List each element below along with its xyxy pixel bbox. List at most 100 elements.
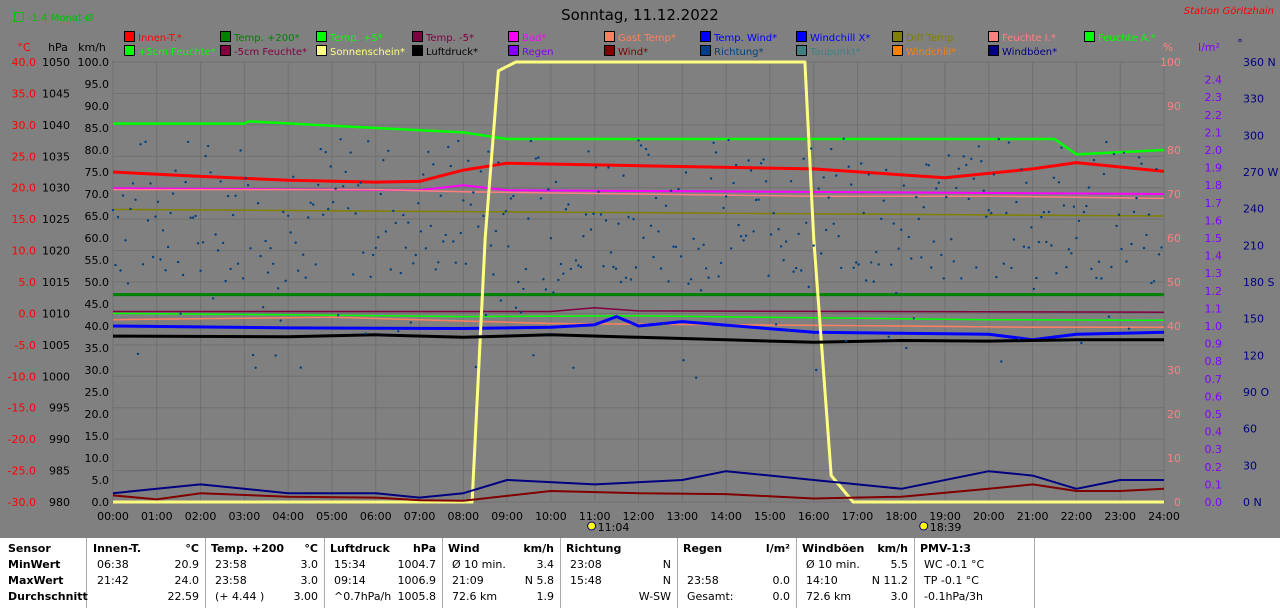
- direction-point: [564, 208, 568, 211]
- direction-point: [652, 255, 655, 259]
- temp-tick: 20.0: [12, 182, 37, 195]
- direction-point: [1137, 156, 1141, 159]
- direction-point: [512, 194, 515, 198]
- legend-swatch: [316, 45, 327, 56]
- time-tick: 14:00: [710, 510, 742, 523]
- direction-point: [134, 198, 137, 201]
- direction-point: [722, 206, 725, 210]
- direction-point: [1075, 236, 1078, 240]
- direction-point: [677, 187, 680, 191]
- chart-title: Sonntag, 11.12.2022: [561, 6, 719, 24]
- stats-column-title: Temp. +200: [211, 542, 285, 555]
- stats-cell-value: 1005.8: [397, 590, 437, 603]
- stats-cell-time: 21:09: [452, 574, 484, 587]
- series-luftdruck-: [112, 333, 1164, 344]
- direction-point: [372, 253, 375, 257]
- direction-point: [1117, 213, 1121, 216]
- time-tick: 23:00: [1104, 510, 1136, 523]
- direction-point: [484, 313, 488, 317]
- direction-point: [847, 165, 850, 168]
- direction-point: [855, 261, 858, 264]
- checkbox-icon[interactable]: [14, 12, 24, 22]
- direction-point: [219, 180, 222, 183]
- direction-tick: 120: [1243, 349, 1264, 362]
- direction-tick: 210: [1243, 239, 1264, 252]
- direction-point: [559, 262, 563, 266]
- direction-point: [667, 280, 670, 283]
- direction-point: [364, 332, 367, 335]
- stats-column: Temp. +200 °C 23:58 3.0 23:58 3.0 (+ 4.44 ) 3.0…: [205, 538, 325, 608]
- direction-point: [399, 271, 402, 275]
- direction-point: [557, 278, 560, 282]
- direction-point: [1127, 327, 1131, 330]
- direction-point: [146, 219, 150, 222]
- direction-point: [1015, 200, 1018, 204]
- direction-point: [629, 278, 633, 281]
- direction-point: [757, 198, 760, 201]
- legend-swatch: [124, 45, 135, 56]
- direction-point: [377, 236, 380, 239]
- direction-point: [709, 177, 713, 180]
- direction-point: [714, 151, 718, 154]
- direction-point: [1120, 247, 1123, 251]
- direction-point: [810, 147, 813, 150]
- stats-cell-time: 72.6 km: [806, 590, 852, 603]
- speed-tick: 90.0: [85, 100, 110, 113]
- time-tick: 17:00: [842, 510, 874, 523]
- speed-tick: 55.0: [85, 254, 110, 267]
- direction-point: [439, 194, 442, 197]
- monthly-average-label: -1.4 Monat-Ø: [28, 13, 94, 24]
- direction-point: [352, 273, 355, 276]
- direction-point: [327, 207, 330, 211]
- legend-item: Bad*: [508, 31, 546, 45]
- direction-point: [184, 180, 187, 184]
- speed-tick: 30.0: [85, 364, 110, 377]
- direction-point: [942, 277, 945, 280]
- stats-row-label: MaxWert: [8, 574, 64, 587]
- stats-cell-time: 14:10: [806, 574, 838, 587]
- direction-point: [419, 230, 422, 233]
- legend-label: Temp. Wind*: [714, 33, 778, 44]
- direction-point: [166, 245, 170, 249]
- time-tick: 09:00: [491, 510, 523, 523]
- direction-point: [940, 253, 943, 257]
- direction-point: [201, 241, 205, 244]
- stats-cell-time: ^0.7hPa/h: [334, 590, 392, 603]
- direction-point: [211, 297, 215, 300]
- direction-point: [845, 339, 848, 343]
- direction-point: [151, 255, 155, 259]
- direction-point: [487, 150, 490, 153]
- direction-point: [502, 212, 505, 216]
- legend-item: Feuchte I.*: [988, 31, 1056, 45]
- series-temp-5-: [112, 312, 1165, 322]
- legend-swatch: [124, 31, 135, 42]
- legend-item: -5cm Feuchte*: [220, 45, 307, 59]
- direction-point: [820, 252, 823, 255]
- direction-point: [915, 195, 918, 199]
- direction-point: [649, 224, 653, 227]
- speed-tick: 10.0: [85, 452, 110, 465]
- series-sonnenschein-: [113, 60, 1164, 504]
- direction-point: [314, 263, 317, 266]
- time-tick: 05:00: [316, 510, 348, 523]
- legend-item: Gast Temp*: [604, 31, 676, 45]
- stats-cell-value: 3.0: [890, 590, 909, 603]
- direction-point: [1005, 211, 1008, 215]
- direction-point: [927, 164, 930, 167]
- speed-tick: 65.0: [85, 210, 110, 223]
- direction-point: [870, 261, 873, 264]
- direction-point: [882, 199, 885, 202]
- direction-point: [1067, 248, 1071, 251]
- direction-point: [1040, 215, 1043, 219]
- direction-point: [935, 187, 938, 190]
- temp-tick: -15.0: [8, 402, 36, 415]
- direction-point: [332, 200, 335, 204]
- speed-tick: 50.0: [85, 276, 110, 289]
- direction-point: [857, 263, 860, 266]
- speed-tick: 5.0: [92, 474, 110, 487]
- direction-point: [982, 189, 985, 192]
- direction-point: [1062, 204, 1066, 207]
- direction-point: [794, 266, 798, 270]
- legend-swatch: [220, 31, 231, 42]
- direction-point: [467, 159, 470, 162]
